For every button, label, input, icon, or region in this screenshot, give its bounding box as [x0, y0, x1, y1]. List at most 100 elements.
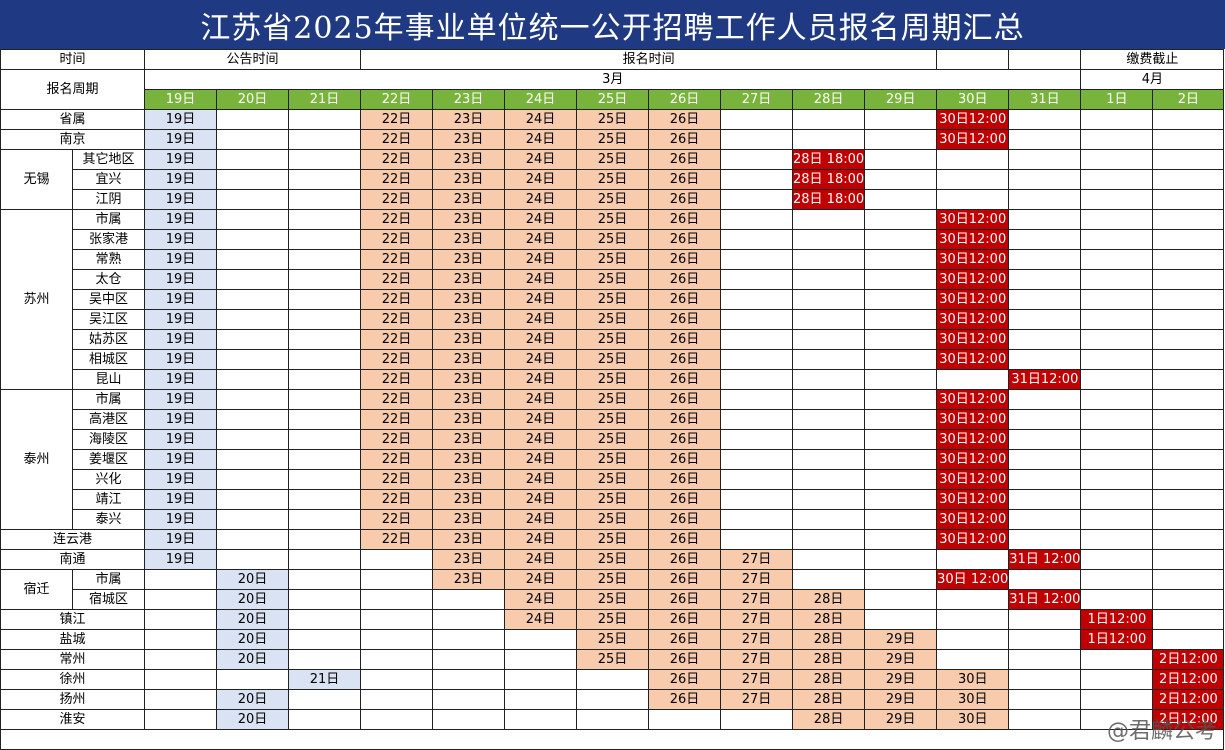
register-cell: 26日 [649, 370, 721, 390]
day-header: 21日 [289, 90, 361, 110]
empty-cell [1081, 490, 1153, 510]
empty-cell [865, 490, 937, 510]
register-cell: 23日 [433, 170, 505, 190]
empty-cell [1081, 210, 1153, 230]
empty-cell [505, 650, 577, 670]
empty-cell [793, 290, 865, 310]
register-cell: 26日 [649, 170, 721, 190]
empty-cell [865, 550, 937, 570]
register-cell: 30日 [937, 690, 1009, 710]
empty-cell [217, 190, 289, 210]
deadline-cell: 30日12:00 [937, 110, 1009, 130]
deadline-cell: 1日12:00 [1081, 630, 1153, 650]
empty-cell [1153, 230, 1224, 250]
empty-cell [721, 210, 793, 230]
empty-cell [1009, 690, 1081, 710]
register-cell: 25日 [577, 230, 649, 250]
register-cell: 24日 [505, 210, 577, 230]
header-month-april: 4月 [1081, 70, 1224, 90]
empty-cell [217, 330, 289, 350]
register-cell: 23日 [433, 270, 505, 290]
empty-cell [1081, 590, 1153, 610]
empty-cell [721, 150, 793, 170]
empty-cell [793, 110, 865, 130]
empty-cell [1153, 210, 1224, 230]
day-header: 2日 [1153, 90, 1224, 110]
register-cell: 26日 [649, 570, 721, 590]
empty-cell [1081, 270, 1153, 290]
register-cell: 22日 [361, 370, 433, 390]
empty-cell [1153, 570, 1224, 590]
sub-label: 市属 [73, 210, 145, 230]
register-cell: 22日 [361, 230, 433, 250]
empty-cell [937, 590, 1009, 610]
empty-cell [1153, 130, 1224, 150]
register-cell: 28日 [793, 630, 865, 650]
group-label: 扬州 [1, 690, 145, 710]
empty-cell [289, 590, 361, 610]
empty-cell [793, 410, 865, 430]
empty-cell [1153, 450, 1224, 470]
register-cell: 25日 [577, 190, 649, 210]
announce-cell: 20日 [217, 690, 289, 710]
register-cell: 23日 [433, 210, 505, 230]
register-cell: 22日 [361, 530, 433, 550]
header-announce-time: 公告时间 [145, 50, 361, 70]
empty-cell [1153, 630, 1224, 650]
empty-cell [145, 590, 217, 610]
announce-cell: 19日 [145, 470, 217, 490]
register-cell: 28日 [793, 690, 865, 710]
sub-label: 其它地区 [73, 150, 145, 170]
register-cell: 30日 [937, 670, 1009, 690]
header-fee-deadline: 缴费截止 [1081, 50, 1224, 70]
deadline-cell: 30日12:00 [937, 250, 1009, 270]
register-cell: 23日 [433, 310, 505, 330]
empty-cell [1009, 430, 1081, 450]
empty-cell [793, 330, 865, 350]
empty-cell [1153, 470, 1224, 490]
register-cell: 25日 [577, 650, 649, 670]
register-cell: 26日 [649, 610, 721, 630]
empty-cell [1081, 330, 1153, 350]
register-cell: 24日 [505, 430, 577, 450]
announce-cell: 19日 [145, 410, 217, 430]
register-cell: 24日 [505, 170, 577, 190]
sub-label: 兴化 [73, 470, 145, 490]
empty-cell [289, 330, 361, 350]
empty-cell [1153, 270, 1224, 290]
empty-cell [1153, 290, 1224, 310]
sub-label: 宿城区 [73, 590, 145, 610]
watermark: @君麟公考 [1107, 713, 1217, 745]
empty-cell [937, 190, 1009, 210]
register-cell: 24日 [505, 570, 577, 590]
empty-cell [433, 590, 505, 610]
empty-cell [721, 430, 793, 450]
announce-cell: 19日 [145, 530, 217, 550]
register-cell: 25日 [577, 510, 649, 530]
empty-cell [1009, 250, 1081, 270]
empty-cell [1009, 630, 1081, 650]
announce-cell: 19日 [145, 150, 217, 170]
announce-cell: 19日 [145, 350, 217, 370]
register-cell: 25日 [577, 250, 649, 270]
empty-cell [1153, 550, 1224, 570]
deadline-cell: 28日 18:00 [793, 150, 865, 170]
day-header: 30日 [937, 90, 1009, 110]
empty-cell [865, 150, 937, 170]
empty-cell [1009, 170, 1081, 190]
register-cell: 22日 [361, 310, 433, 330]
empty-cell [1153, 110, 1224, 130]
empty-cell [1081, 370, 1153, 390]
announce-cell: 19日 [145, 390, 217, 410]
empty-cell [361, 710, 433, 730]
empty-cell [217, 150, 289, 170]
empty-cell [217, 370, 289, 390]
register-cell: 27日 [721, 670, 793, 690]
empty-cell [1009, 650, 1081, 670]
